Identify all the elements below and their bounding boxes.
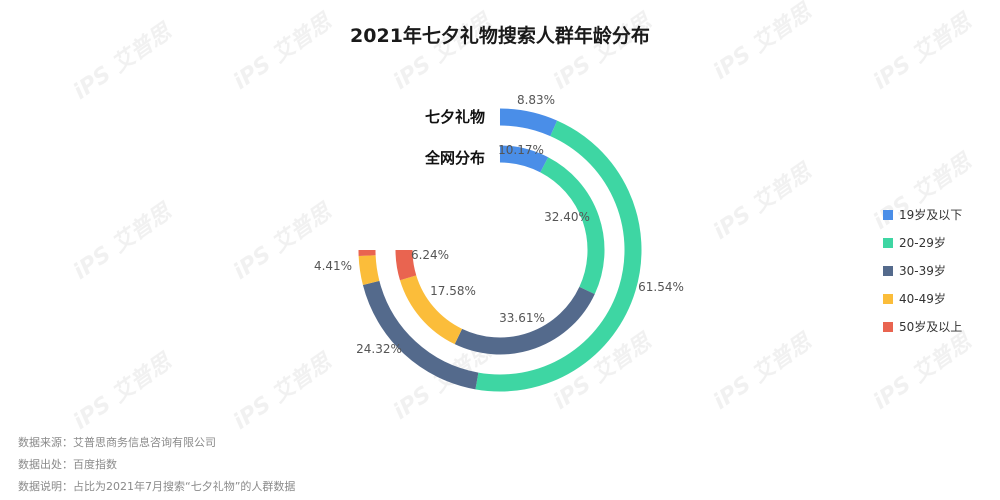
legend-label-3: 40-49岁 [899,291,946,306]
arc-0-0 [499,108,558,137]
pct-label-1-2: 33.61% [499,311,545,325]
pct-label-1-4: 6.24% [411,248,449,262]
footer-origin: 数据出处：百度指数 [18,458,117,471]
inner-ring-label: 全网分布 [424,149,485,167]
arc-1-3 [399,275,463,345]
donut-rings [358,108,642,392]
legend-label-4: 50岁及以上 [899,319,962,334]
pct-label-1-0: 10.17% [498,143,544,157]
watermark-0: iPS 艾普思 [69,18,178,105]
outer-ring-label: 七夕礼物 [425,108,485,126]
watermark-10: iPS 艾普思 [69,348,178,435]
legend: 19岁及以下 20-29岁 30-39岁 40-49岁 50岁及以上 [883,207,962,334]
pct-label-0-1: 61.54% [638,280,684,294]
watermark-4: iPS 艾普思 [709,0,818,85]
arc-0-3 [358,255,380,286]
legend-swatch-4 [883,322,893,332]
arc-1-0 [499,145,549,173]
arc-0-1 [475,120,642,392]
footer-note: 数据说明：占比为2021年7月搜索“七夕礼物”的人群数据 [18,480,296,493]
legend-swatch-2 [883,266,893,276]
legend-swatch-0 [883,210,893,220]
watermark-11: iPS 艾普思 [229,348,338,435]
pct-label-1-1: 32.40% [544,210,590,224]
percent-labels: 8.83% 61.54% 24.32% 4.41% 10.17% 32.40% 33.61%… [314,93,684,356]
watermark-6: iPS 艾普思 [69,198,178,285]
legend-label-2: 30-39岁 [899,263,946,278]
chart-title: 2021年七夕礼物搜索人群年龄分布 [350,24,650,47]
watermark-15: iPS 艾普思 [869,328,978,415]
pct-label-0-2: 24.32% [356,342,402,356]
watermark-layer: iPS 艾普思 iPS 艾普思 iPS 艾普思 iPS 艾普思 iPS 艾普思 iPS 艾… [69,0,978,435]
pct-label-1-3: 17.58% [430,284,476,298]
watermark-1: iPS 艾普思 [229,8,338,95]
footer-source: 数据来源：艾普思商务信息咨询有限公司 [18,436,216,449]
arc-1-1 [540,157,605,295]
pct-label-0-0: 8.83% [517,93,555,107]
watermark-8: iPS 艾普思 [709,158,818,245]
pct-label-0-3: 4.41% [314,259,352,273]
legend-swatch-1 [883,238,893,248]
legend-label-1: 20-29岁 [899,235,946,250]
watermark-14: iPS 艾普思 [709,328,818,415]
arc-1-4 [395,249,417,281]
arc-0-2 [362,280,479,390]
legend-swatch-3 [883,294,893,304]
watermark-5: iPS 艾普思 [869,8,978,95]
watermark-3: iPS 艾普思 [549,8,658,95]
watermark-2: iPS 艾普思 [389,8,498,95]
legend-label-0: 19岁及以下 [899,207,962,222]
arc-1-2 [454,286,595,355]
